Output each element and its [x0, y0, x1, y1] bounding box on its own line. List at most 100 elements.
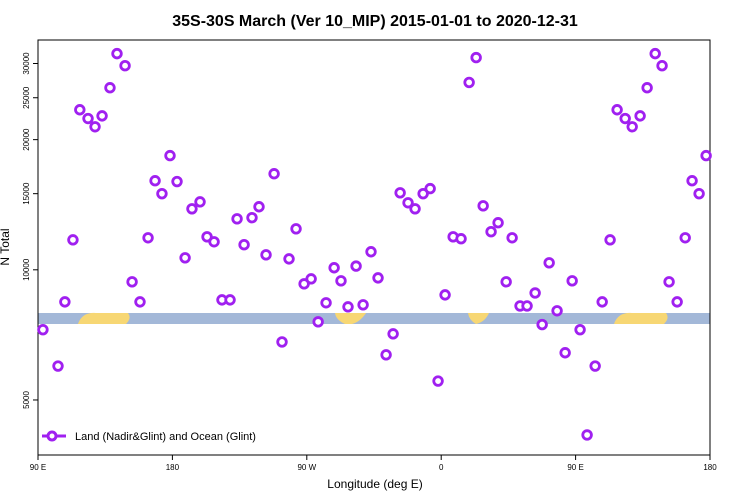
- point: [246, 211, 258, 224]
- point: [82, 112, 94, 125]
- point: [290, 223, 302, 235]
- point: [320, 297, 332, 309]
- point: [543, 257, 555, 269]
- point: [506, 232, 518, 244]
- point: [536, 318, 548, 331]
- point: [59, 296, 71, 308]
- land: [78, 312, 130, 324]
- point: [126, 276, 138, 288]
- point: [253, 201, 265, 213]
- point: [268, 168, 280, 180]
- point: [619, 112, 631, 125]
- point: [238, 239, 250, 251]
- point: [312, 316, 324, 328]
- point: [566, 275, 578, 287]
- point: [179, 252, 191, 264]
- point: [96, 110, 108, 122]
- land: [335, 313, 366, 324]
- point: [74, 104, 86, 116]
- legend: Land (Nadir&Glint) and Ocean (Glint): [42, 430, 256, 443]
- point: [679, 232, 691, 244]
- point: [342, 301, 354, 313]
- point: [164, 149, 176, 162]
- point: [521, 300, 533, 312]
- point: [171, 175, 183, 188]
- point: [656, 60, 668, 72]
- y-tick-label: 5000: [22, 391, 31, 409]
- y-tick-label: 20000: [22, 128, 31, 151]
- point: [194, 196, 206, 208]
- point: [500, 276, 512, 288]
- point: [186, 203, 198, 215]
- point: [372, 272, 384, 284]
- point: [380, 349, 392, 361]
- point: [626, 121, 638, 133]
- point: [89, 121, 101, 133]
- point: [611, 104, 623, 116]
- point: [686, 175, 698, 187]
- point: [649, 47, 661, 60]
- point: [156, 187, 168, 200]
- point: [276, 336, 288, 348]
- point: [149, 175, 161, 187]
- chart-title: 35S-30S March (Ver 10_MIP) 2015-01-01 to…: [172, 13, 578, 30]
- point: [439, 289, 451, 301]
- point: [671, 296, 683, 308]
- point: [559, 347, 571, 359]
- point: [283, 253, 295, 265]
- point: [641, 82, 653, 94]
- point: [477, 200, 489, 212]
- point: [551, 305, 563, 317]
- legend-label: Land (Nadir&Glint) and Ocean (Glint): [75, 431, 256, 443]
- point: [142, 232, 154, 244]
- y-tick-label: 10000: [22, 258, 31, 281]
- x-tick-label: 180: [166, 463, 180, 472]
- x-tick-label: 90 E: [567, 463, 583, 472]
- point: [208, 236, 220, 248]
- legend-marker: [46, 430, 58, 442]
- point: [387, 328, 399, 340]
- point: [693, 187, 705, 200]
- point: [574, 323, 586, 336]
- point: [700, 149, 712, 162]
- point: [328, 262, 340, 274]
- x-axis-label: Longitude (deg E): [327, 477, 422, 491]
- x-tick-label: 0: [439, 463, 444, 472]
- point: [604, 234, 616, 246]
- point: [492, 217, 504, 229]
- point: [470, 51, 482, 64]
- point: [663, 276, 675, 288]
- point: [581, 429, 593, 441]
- point: [67, 234, 79, 246]
- point: [350, 260, 362, 272]
- point: [305, 273, 317, 285]
- point: [111, 47, 123, 60]
- point: [104, 82, 116, 94]
- point: [589, 360, 601, 372]
- land: [468, 313, 489, 324]
- point: [224, 294, 236, 306]
- point: [529, 287, 541, 299]
- point: [119, 60, 131, 72]
- point: [134, 296, 146, 308]
- point: [463, 76, 475, 89]
- point: [394, 187, 406, 199]
- point: [335, 275, 347, 287]
- point: [596, 296, 608, 308]
- ocean-strip: [38, 313, 710, 324]
- point: [485, 225, 497, 238]
- map-strip: [38, 312, 710, 324]
- y-tick-label: 25000: [22, 86, 31, 109]
- point: [409, 203, 421, 215]
- point: [455, 233, 467, 245]
- point: [365, 246, 377, 258]
- point: [634, 110, 646, 122]
- y-tick-label: 15000: [22, 182, 31, 205]
- x-tick-label: 180: [703, 463, 717, 472]
- point: [52, 360, 64, 372]
- x-tick-label: 90 W: [297, 463, 316, 472]
- x-tick-label: 90 E: [30, 463, 46, 472]
- land: [614, 312, 668, 324]
- point: [37, 323, 49, 336]
